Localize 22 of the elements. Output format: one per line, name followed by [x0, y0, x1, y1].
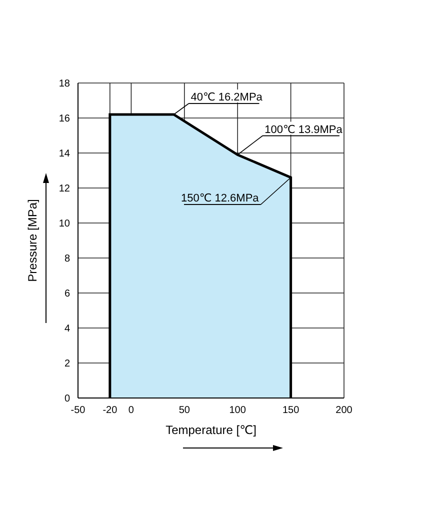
y-tick-label: 6 [64, 288, 70, 300]
x-tick-label: 150 [282, 405, 300, 416]
y-tick-label: 10 [58, 218, 70, 230]
annotation: 40℃ 16.2MPa [190, 92, 264, 104]
y-tick-label: 16 [58, 114, 70, 125]
x-axis-title: Temperature [℃] [166, 423, 256, 437]
y-tick-label: 4 [64, 324, 70, 335]
x-tick-label: 100 [229, 405, 246, 416]
x-tick-label: 0 [128, 405, 134, 416]
x-tick-label: 200 [336, 405, 353, 416]
y-axis-title: Pressure [MPa] [25, 199, 40, 282]
y-tick-label: 14 [58, 148, 70, 160]
y-tick-label: 18 [58, 78, 70, 90]
x-tick-label: -50 [70, 405, 86, 416]
annotation: 100℃ 13.9MPa [264, 124, 344, 136]
y-tick-label: 12 [58, 184, 70, 195]
y-tick-label: 8 [64, 254, 70, 265]
x-tick-label: 50 [178, 405, 190, 416]
x-tick-label: -20 [102, 405, 118, 416]
annotation: 150℃ 12.6MPa [181, 192, 260, 204]
y-tick-label: 2 [64, 358, 70, 370]
y-tick-label: 0 [64, 394, 70, 405]
